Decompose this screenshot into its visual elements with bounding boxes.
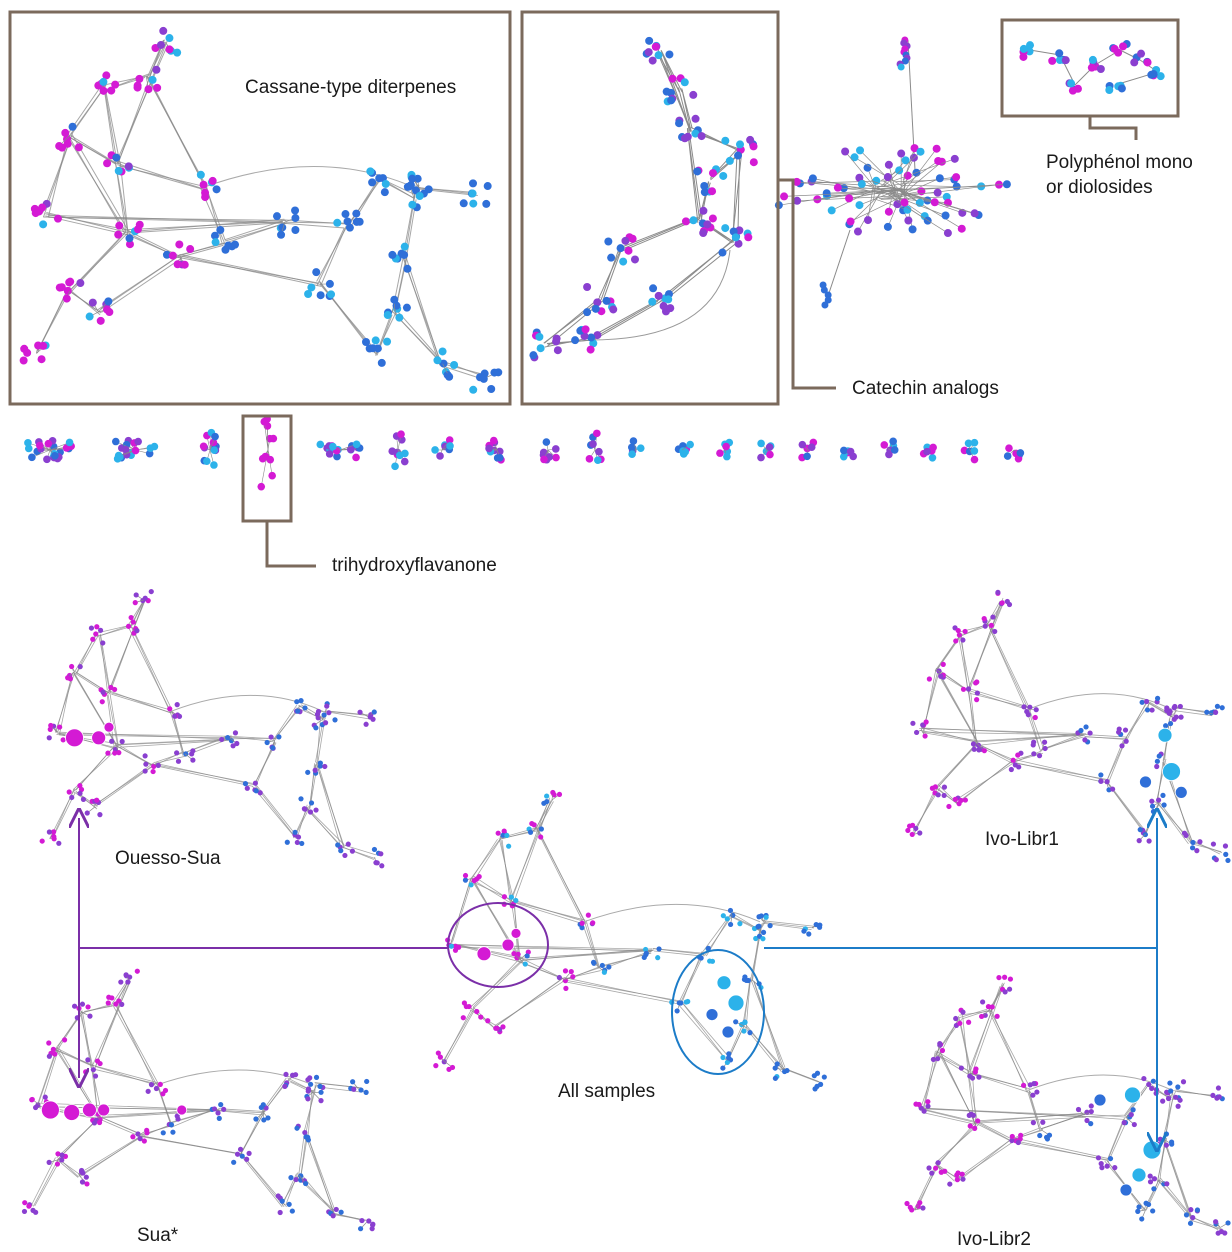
label-sua: Sua* bbox=[137, 1224, 178, 1248]
catechin-callout-line bbox=[779, 180, 836, 388]
trihydroxyflavanone-cluster-box bbox=[243, 416, 291, 521]
network-graphs bbox=[20, 27, 1231, 1236]
label-all-samples: All samples bbox=[558, 1080, 655, 1104]
label-trihydroxyflavanone: trihydroxyflavanone bbox=[332, 554, 497, 578]
ivo-libr2-network bbox=[904, 975, 1230, 1236]
label-cassane-type-diterpenes: Cassane-type diterpenes bbox=[245, 76, 456, 100]
polyphenol-callout-line bbox=[1090, 116, 1136, 140]
small-clusters-row bbox=[24, 415, 1024, 490]
label-polyphenol-line1: Polyphénol mono bbox=[1046, 150, 1193, 175]
all-samples-network bbox=[433, 790, 827, 1092]
trihydroxy-callout-line bbox=[267, 521, 316, 566]
label-ouesso-sua: Ouesso-Sua bbox=[115, 847, 221, 871]
label-polyphenol: Polyphénol mono or diolosides bbox=[1046, 150, 1193, 200]
polyphenol-network bbox=[1019, 40, 1164, 95]
label-ivo-libr2: Ivo-Libr2 bbox=[957, 1228, 1031, 1252]
ivo-libr1-network bbox=[905, 590, 1230, 863]
sua-network bbox=[22, 969, 376, 1232]
label-catechin-analogs: Catechin analogs bbox=[852, 377, 999, 401]
catechin-cluster-box bbox=[522, 12, 778, 404]
catechin-network bbox=[529, 37, 757, 362]
ouesso-sua-network bbox=[40, 589, 385, 868]
label-ivo-libr1: Ivo-Libr1 bbox=[985, 828, 1059, 852]
star-cluster-network bbox=[775, 37, 1011, 309]
label-polyphenol-line2: or diolosides bbox=[1046, 175, 1193, 200]
blue-highlight-ellipse bbox=[672, 950, 764, 1074]
